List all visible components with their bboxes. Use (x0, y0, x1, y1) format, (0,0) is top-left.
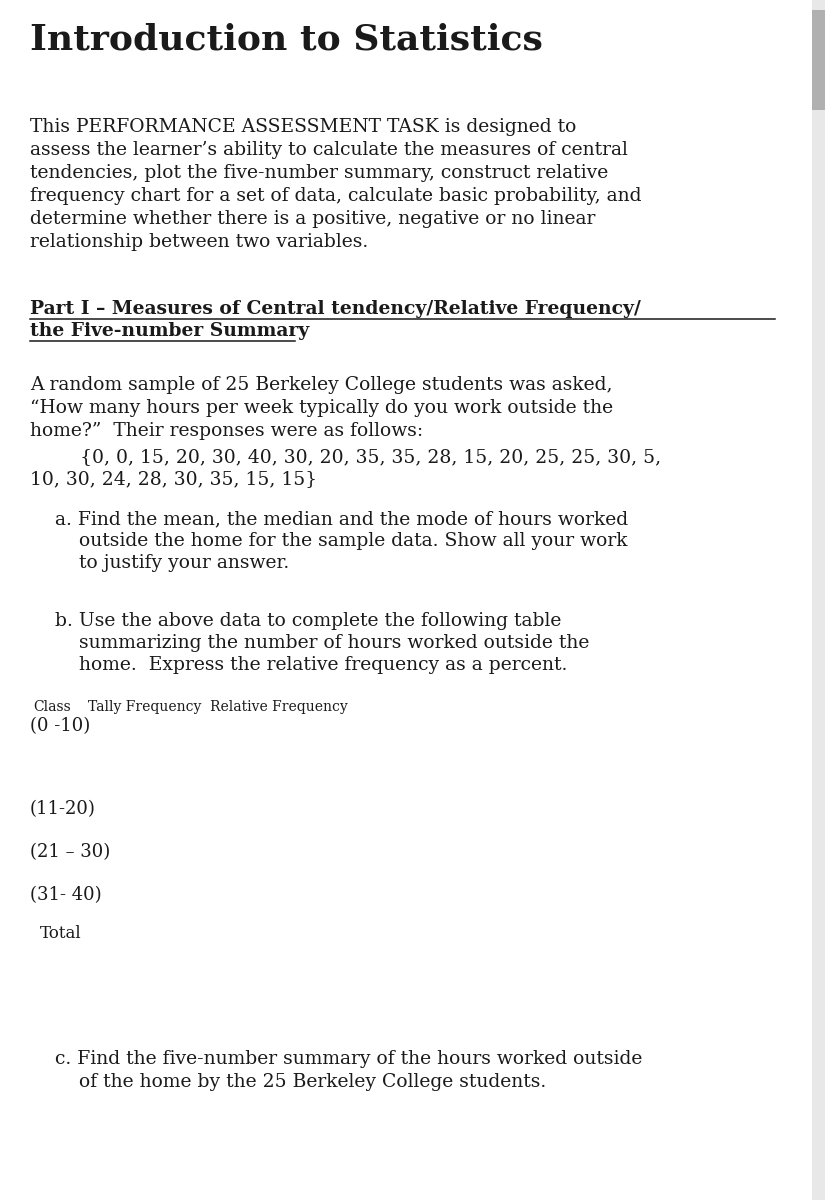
Text: relationship between two variables.: relationship between two variables. (30, 233, 368, 251)
Text: frequency chart for a set of data, calculate basic probability, and: frequency chart for a set of data, calcu… (30, 187, 641, 205)
Text: 10, 30, 24, 28, 30, 35, 15, 15}: 10, 30, 24, 28, 30, 35, 15, 15} (30, 470, 317, 488)
Text: to justify your answer.: to justify your answer. (55, 554, 289, 572)
Text: (31- 40): (31- 40) (30, 886, 102, 904)
Text: of the home by the 25 Berkeley College students.: of the home by the 25 Berkeley College s… (55, 1073, 546, 1091)
Text: assess the learner’s ability to calculate the measures of central: assess the learner’s ability to calculat… (30, 140, 628, 158)
Text: summarizing the number of hours worked outside the: summarizing the number of hours worked o… (55, 634, 590, 652)
Text: (11-20): (11-20) (30, 800, 96, 818)
Text: the Five-number Summary: the Five-number Summary (30, 322, 309, 340)
Text: tendencies, plot the five-number summary, construct relative: tendencies, plot the five-number summary… (30, 164, 608, 182)
Text: a. Find the mean, the median and the mode of hours worked: a. Find the mean, the median and the mod… (55, 510, 628, 528)
Text: “How many hours per week typically do you work outside the: “How many hours per week typically do yo… (30, 398, 613, 416)
Text: c. Find the five-number summary of the hours worked outside: c. Find the five-number summary of the h… (55, 1050, 642, 1068)
Text: b. Use the above data to complete the following table: b. Use the above data to complete the fo… (55, 612, 561, 630)
Text: determine whether there is a positive, negative or no linear: determine whether there is a positive, n… (30, 210, 595, 228)
Text: Total: Total (40, 925, 82, 942)
Text: A random sample of 25 Berkeley College students was asked,: A random sample of 25 Berkeley College s… (30, 376, 613, 394)
Text: Class: Class (33, 700, 71, 714)
Text: Introduction to Statistics: Introduction to Statistics (30, 22, 543, 56)
Bar (812, 0, 825, 1200)
Text: Tally Frequency  Relative Frequency: Tally Frequency Relative Frequency (88, 700, 347, 714)
Text: outside the home for the sample data. Show all your work: outside the home for the sample data. Sh… (55, 532, 627, 550)
Text: (0 -10): (0 -10) (30, 716, 90, 734)
Text: Part I – Measures of Central tendency/Relative Frequency/: Part I – Measures of Central tendency/Re… (30, 300, 641, 318)
Text: This PERFORMANCE ASSESSMENT TASK is designed to: This PERFORMANCE ASSESSMENT TASK is desi… (30, 118, 576, 136)
Bar (812, 10, 825, 110)
Text: home?”  Their responses were as follows:: home?” Their responses were as follows: (30, 422, 423, 440)
Text: home.  Express the relative frequency as a percent.: home. Express the relative frequency as … (55, 656, 567, 674)
Text: {0, 0, 15, 20, 30, 40, 30, 20, 35, 35, 28, 15, 20, 25, 25, 30, 5,: {0, 0, 15, 20, 30, 40, 30, 20, 35, 35, 2… (80, 448, 661, 466)
Text: (21 – 30): (21 – 30) (30, 842, 110, 862)
